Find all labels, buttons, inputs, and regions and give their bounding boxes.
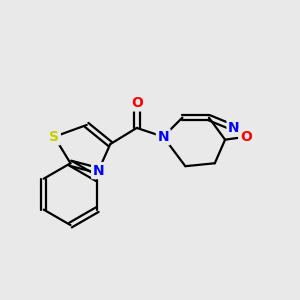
- Text: O: O: [131, 96, 143, 110]
- Text: S: S: [49, 130, 59, 144]
- Text: N: N: [158, 130, 169, 144]
- Text: O: O: [240, 130, 252, 144]
- Text: N: N: [228, 121, 240, 135]
- Text: N: N: [93, 164, 104, 178]
